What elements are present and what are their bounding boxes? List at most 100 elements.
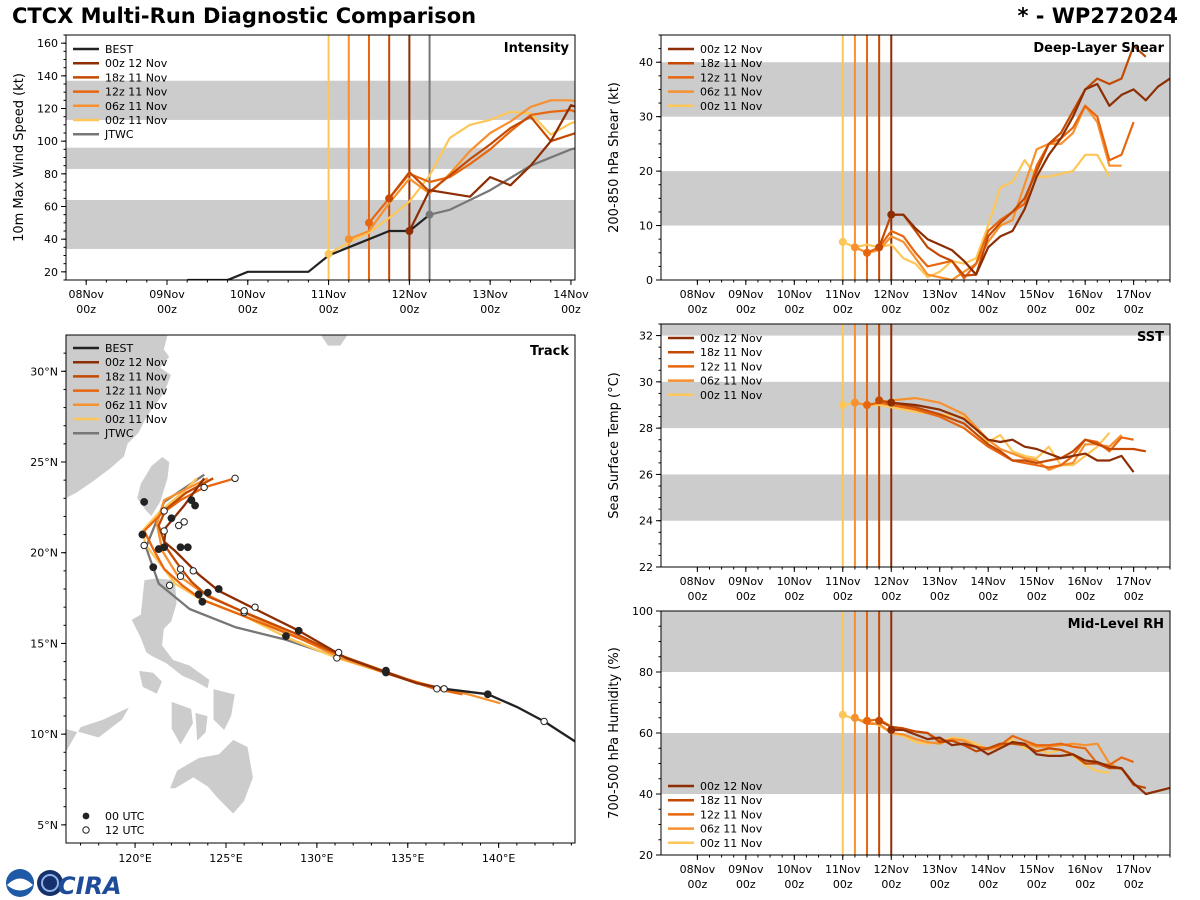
cebu bbox=[194, 711, 209, 743]
panel-rh: 20 40 60 80 100 08Nov 00z 09Nov 00z 10Nov 00z 11Nov… bbox=[607, 605, 1171, 891]
x-tick-label: 15Nov bbox=[1019, 288, 1055, 301]
legend-label: 00z 11 Nov bbox=[700, 389, 763, 402]
legend-label: 12z 11 Nov bbox=[700, 71, 763, 84]
track-point-12utc bbox=[200, 483, 208, 492]
series-line-18z-11-nov bbox=[878, 719, 1147, 789]
x-tick-sublabel: 00z bbox=[833, 590, 853, 603]
track-point-12utc bbox=[251, 603, 259, 611]
threshold-band bbox=[661, 171, 1170, 226]
series-line-00z-12-nov bbox=[891, 401, 1135, 473]
track-point-12utc bbox=[433, 685, 441, 693]
x-tick-sublabel: 00z bbox=[881, 590, 901, 603]
x-tick-sublabel: 00z bbox=[1075, 878, 1095, 891]
x-tick-sublabel: 00z bbox=[687, 590, 707, 603]
legend-label: 12z 11 Nov bbox=[105, 86, 168, 99]
y-tick-label: 26 bbox=[639, 468, 653, 481]
cira-emblem bbox=[37, 870, 63, 896]
y-tick-label: 100 bbox=[37, 135, 58, 148]
x-tick-label: 08Nov bbox=[680, 288, 716, 301]
logo-group: CIRA bbox=[6, 869, 122, 900]
x-tick-sublabel: 00z bbox=[1075, 590, 1095, 603]
series-line-18z-11-nov bbox=[878, 44, 1147, 277]
threshold-band bbox=[661, 324, 1170, 336]
series-line-12z-11-nov bbox=[866, 401, 1134, 469]
y-tick-label: 140 bbox=[37, 70, 58, 83]
y-tick-label: 0 bbox=[646, 274, 653, 287]
x-tick-label: 16Nov bbox=[1067, 575, 1103, 588]
plot-area-rh bbox=[661, 611, 1170, 855]
track-point-00utc bbox=[149, 563, 158, 572]
track-point-12utc bbox=[231, 474, 239, 483]
init-marker bbox=[875, 716, 884, 725]
track-point-12utc bbox=[189, 567, 197, 575]
track-line-18z-11-nov bbox=[157, 477, 445, 690]
x-tick-sublabel: 00z bbox=[1124, 303, 1144, 316]
series-line-00z-12-nov bbox=[408, 104, 575, 232]
x-tick-label: 17Nov bbox=[1116, 575, 1152, 588]
x-tick-sublabel: 00z bbox=[1027, 590, 1047, 603]
series-line-06z-11-nov bbox=[348, 99, 575, 241]
x-tick-label: 14Nov bbox=[970, 575, 1006, 588]
y-tick-label: 30 bbox=[639, 111, 653, 124]
track-point-12utc bbox=[440, 685, 448, 693]
x-tick-sublabel: 00z bbox=[1124, 878, 1144, 891]
series-line-best bbox=[187, 213, 431, 280]
panel-title: Intensity bbox=[504, 41, 570, 56]
x-tick-sublabel: 00z bbox=[784, 590, 804, 603]
x-tick-sublabel: 00z bbox=[978, 590, 998, 603]
legend-label: 18z 11 Nov bbox=[105, 370, 168, 383]
x-tick-label: 08Nov bbox=[68, 288, 104, 301]
x-tick-label: 09Nov bbox=[149, 288, 185, 301]
y-axis-label: Sea Surface Temp (°C) bbox=[607, 372, 622, 519]
track-point-00utc bbox=[176, 543, 185, 552]
legend-label: 18z 11 Nov bbox=[105, 71, 168, 84]
legend-label: 00z 11 Nov bbox=[105, 413, 168, 426]
y-tick-label: 32 bbox=[639, 330, 653, 343]
x-tick-label: 15Nov bbox=[1019, 863, 1055, 876]
y-tick-label: 30 bbox=[639, 376, 653, 389]
samar-leyte bbox=[212, 688, 236, 732]
y-tick-label: 5°N bbox=[37, 819, 58, 832]
legend-label: 00 UTC bbox=[105, 810, 145, 823]
series-line-00z-11-nov bbox=[842, 401, 1111, 467]
x-tick-label: 120°E bbox=[118, 852, 151, 865]
x-tick-sublabel: 00z bbox=[157, 303, 177, 316]
x-tick-sublabel: 00z bbox=[399, 303, 419, 316]
x-tick-sublabel: 00z bbox=[978, 303, 998, 316]
init-marker bbox=[838, 710, 847, 719]
legend-marker-12utc bbox=[82, 826, 90, 834]
init-marker bbox=[850, 713, 859, 722]
y-tick-label: 20°N bbox=[30, 547, 58, 560]
track-point-12utc bbox=[540, 717, 548, 726]
figure-title: CTCX Multi-Run Diagnostic Comparison bbox=[12, 4, 477, 28]
y-tick-label: 80 bbox=[44, 168, 58, 181]
x-tick-sublabel: 00z bbox=[238, 303, 258, 316]
x-tick-sublabel: 00z bbox=[784, 303, 804, 316]
x-tick-sublabel: 00z bbox=[687, 303, 707, 316]
track-line-00z-12-nov bbox=[163, 477, 445, 690]
storm-id: * - WP272024 bbox=[1017, 4, 1178, 28]
panel-track: 120°E 125°E 130°E 135°E 140°E 5°N 10°N 15°N 20°N… bbox=[30, 334, 576, 865]
x-tick-label: 17Nov bbox=[1116, 288, 1152, 301]
track-point-12utc bbox=[160, 527, 168, 535]
x-tick-sublabel: 00z bbox=[930, 303, 950, 316]
y-tick-label: 22 bbox=[639, 561, 653, 574]
plot-area-sst bbox=[661, 324, 1170, 567]
x-tick-label: 140°E bbox=[482, 852, 515, 865]
kyushu bbox=[320, 335, 349, 347]
threshold-band bbox=[661, 611, 1170, 672]
x-tick-label: 14Nov bbox=[970, 288, 1006, 301]
cira-logo-text: CIRA bbox=[58, 872, 122, 900]
panel-sst: 22 24 26 28 30 32 08Nov 00z 09Nov 00z 10Nov 00z 11No… bbox=[607, 323, 1171, 603]
y-axis-label: 700-500 hPa Humidity (%) bbox=[607, 647, 622, 819]
init-marker bbox=[838, 237, 847, 246]
x-tick-label: 125°E bbox=[209, 852, 242, 865]
x-tick-label: 11Nov bbox=[825, 575, 861, 588]
x-tick-sublabel: 00z bbox=[833, 303, 853, 316]
track-point-12utc bbox=[334, 648, 343, 657]
track-point-00utc bbox=[282, 632, 290, 641]
track-point-00utc bbox=[138, 530, 147, 539]
legend-label: 00z 11 Nov bbox=[700, 837, 763, 850]
init-marker bbox=[875, 396, 884, 405]
